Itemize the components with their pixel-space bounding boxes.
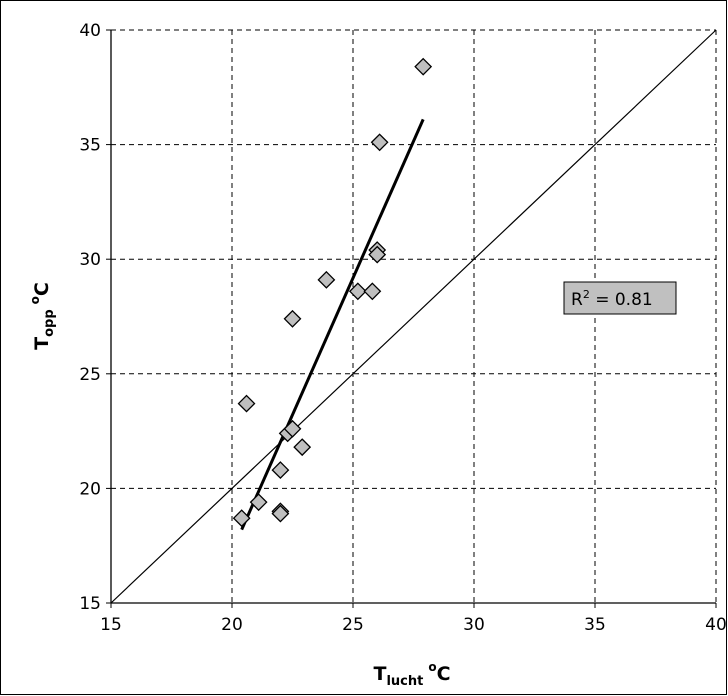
y-axis-title-main: T [31, 337, 53, 350]
y-tick-label-30: 30 [79, 250, 101, 270]
data-point-2 [237, 394, 256, 413]
y-axis-title: ToppoC [28, 282, 57, 350]
x-tick-label-40: 40 [705, 615, 727, 635]
data-point-17 [414, 57, 433, 76]
y-tick-label-35: 35 [79, 136, 101, 156]
x-axis-title-main: T [373, 663, 386, 685]
trendline [240, 118, 425, 531]
x-axis-title-degree: o [428, 660, 436, 674]
data-point-3 [249, 493, 268, 512]
axes [110, 30, 716, 604]
x-tick-label-35: 35 [584, 615, 606, 635]
data-point-1 [232, 509, 251, 528]
data-point-6 [271, 461, 290, 479]
data-point-9 [293, 438, 312, 457]
y-tick-label-15: 15 [79, 594, 101, 614]
x-axis-title-subscript: lucht [386, 674, 423, 689]
data-point-11 [317, 270, 336, 289]
data-point-12 [348, 282, 367, 301]
y-axis-ticks: 15 20 25 30 35 40 [79, 21, 111, 614]
y-axis-title-unit: C [31, 282, 53, 296]
r-squared-symbol: R [571, 290, 583, 310]
data-point-8 [283, 419, 302, 438]
data-point-5 [271, 504, 290, 523]
r-squared-annotation: R2 = 0.81 [563, 281, 677, 315]
y-tick-label-25: 25 [79, 365, 101, 385]
r-squared-superscript: 2 [583, 288, 590, 301]
r-squared-value: = 0.81 [590, 290, 653, 310]
data-points [232, 57, 433, 528]
r-squared-label: R2 = 0.81 [571, 288, 653, 310]
y-axis-title-degree: o [28, 296, 42, 304]
chart-lines [110, 29, 717, 604]
x-tick-label-30: 30 [463, 615, 485, 635]
x-tick-label-20: 20 [221, 615, 243, 635]
y-tick-label-40: 40 [79, 21, 101, 41]
data-point-16 [370, 133, 389, 152]
x-axis-ticks: 15 20 25 30 35 40 [100, 603, 727, 635]
data-point-15 [368, 245, 387, 264]
y-axis-title-subscript: opp [42, 309, 57, 337]
y-tick-label-20: 20 [79, 479, 101, 499]
x-tick-label-25: 25 [342, 615, 364, 635]
data-point-10 [283, 309, 302, 328]
data-point-13 [363, 282, 382, 301]
x-tick-label-15: 15 [100, 615, 122, 635]
x-axis-title-unit: C [437, 663, 451, 685]
identity-line [110, 29, 717, 604]
r-squared-box [563, 281, 677, 315]
x-axis-title: TluchtoC [373, 660, 450, 689]
